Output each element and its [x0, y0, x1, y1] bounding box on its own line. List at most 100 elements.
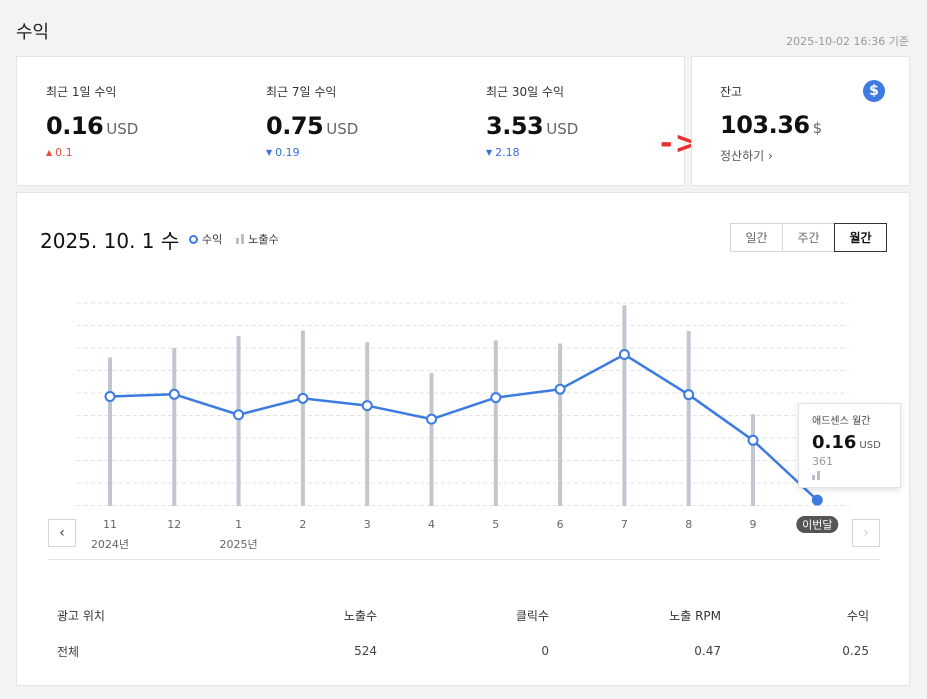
tab-daily[interactable]: 일간: [730, 223, 783, 252]
impression-bar: [686, 330, 691, 506]
ad-placement-table: 광고 위치 노출수 클릭수 노출 RPM 수익 전체 524 0 0.47 0.…: [57, 597, 869, 669]
impression-bar: [300, 330, 305, 506]
impression-bar: [108, 357, 112, 506]
settle-link[interactable]: 정산하기 ›: [720, 149, 773, 163]
dollar-icon: $: [863, 80, 885, 102]
chart-tooltip: 애드센스 월간 0.16 USD 361: [798, 403, 901, 488]
revenue-point: [554, 383, 566, 395]
x-tick-label: 11: [103, 518, 117, 531]
balance-label: 잔고: [720, 85, 743, 99]
table-row: 전체 524 0 0.47 0.25: [57, 633, 869, 669]
bar-chart-icon: [812, 471, 820, 480]
period-tabs: 일간 주간 월간: [730, 223, 887, 252]
impression-bar: [429, 372, 434, 506]
table-header-row: 광고 위치 노출수 클릭수 노출 RPM 수익: [57, 597, 869, 633]
revenue-chart: 11 2024년 12 1 2025년 2 3 4 5 6 7 8 9 이번달: [77, 302, 849, 551]
revenue-point: [683, 389, 695, 401]
down-triangle-icon: ▼: [486, 148, 493, 157]
revenue-point: [361, 400, 373, 412]
impression-bar: [172, 348, 177, 506]
stat-label: 최근 7일 수익: [266, 85, 337, 99]
stat-value: 3.53: [486, 112, 544, 140]
up-triangle-icon: ▲: [46, 148, 53, 157]
x-year-label: 2024년: [91, 538, 129, 551]
revenue-point-current: [811, 494, 823, 506]
line-marker-icon: [189, 234, 198, 244]
revenue-point: [426, 413, 437, 425]
chart-title: 2025. 10. 1 수: [40, 229, 180, 253]
stat-1day: 최근 1일 수익 0.16 USD ▲ 0.1: [46, 83, 138, 159]
table-cell: 전체: [57, 644, 80, 659]
revenue-chart-card: 2025. 10. 1 수 수익 노출수 일간 주간 월간 11 2024년 12 1…: [16, 192, 910, 686]
revenue-point: [104, 391, 116, 402]
divider: [48, 559, 880, 560]
x-tick-label: 7: [621, 518, 628, 531]
tab-weekly[interactable]: 주간: [782, 223, 835, 252]
table-cell: 0.47: [694, 644, 721, 658]
stat-label: 최근 1일 수익: [46, 85, 117, 99]
legend-impressions: 노출수: [236, 231, 279, 247]
table-cell: 0: [541, 644, 549, 658]
impression-bar: [622, 305, 627, 506]
stat-value: 0.16: [46, 112, 104, 140]
chevron-left-icon[interactable]: ‹: [48, 519, 76, 547]
tooltip-unit: USD: [859, 440, 881, 451]
revenue-point: [618, 349, 630, 361]
legend-revenue: 수익: [189, 231, 222, 247]
revenue-point: [490, 392, 502, 404]
table-cell: 0.25: [842, 644, 869, 658]
x-tick-label: 이번달: [802, 519, 832, 532]
stat-label: 최근 30일 수익: [486, 85, 565, 99]
x-tick-label: 9: [750, 518, 757, 531]
impression-bar: [493, 340, 498, 506]
table-header: 광고 위치: [57, 608, 105, 623]
revenue-point: [233, 409, 245, 421]
x-tick-label: 3: [364, 518, 371, 531]
x-tick-label: 1: [235, 518, 242, 531]
impression-bar: [751, 414, 755, 506]
bar-chart-icon: [236, 234, 245, 244]
x-tick-label: 8: [685, 518, 692, 531]
table-header: 노출 RPM: [669, 608, 721, 623]
legend-revenue-label: 수익: [202, 233, 223, 246]
x-tick-label: 4: [428, 518, 435, 531]
x-tick-label: 12: [167, 518, 181, 531]
table-header: 수익: [846, 608, 869, 623]
stat-7day: 최근 7일 수익 0.75 USD ▼ 0.19: [266, 83, 358, 159]
stat-unit: USD: [106, 120, 139, 138]
table-header: 노출수: [343, 608, 377, 623]
impression-bar: [365, 342, 370, 506]
stat-unit: USD: [326, 120, 359, 138]
stat-change-value: 2.18: [495, 146, 520, 159]
impression-bar: [236, 335, 241, 506]
tooltip-value: 0.16: [812, 432, 857, 453]
updated-timestamp: 2025-10-02 16:36 기준: [786, 35, 909, 48]
tab-monthly[interactable]: 월간: [834, 223, 887, 252]
stat-change-value: 0.19: [275, 146, 300, 159]
stat-value: 0.75: [266, 112, 324, 140]
chevron-right-icon[interactable]: ›: [852, 519, 880, 547]
chart-legend: 수익 노출수: [189, 231, 279, 247]
page-title: 수익: [16, 22, 50, 43]
x-tick-label: 2: [299, 518, 306, 531]
legend-impressions-label: 노출수: [248, 233, 279, 246]
stat-change: ▼ 2.18: [486, 146, 578, 159]
table-cell: 524: [354, 644, 377, 658]
revenue-point: [297, 392, 309, 404]
stat-change: ▼ 0.19: [266, 146, 358, 159]
stat-unit: USD: [546, 120, 579, 138]
stat-30day: 최근 30일 수익 3.53 USD ▼ 2.18: [486, 83, 578, 159]
revenue-point: [168, 388, 180, 400]
revenue-point: [747, 434, 759, 446]
impression-bar: [558, 343, 563, 506]
current-month-badge: [796, 516, 839, 533]
balance-value: 103.36: [720, 111, 810, 139]
x-tick-label: 6: [557, 518, 564, 531]
tooltip-label: 애드센스 월간: [812, 416, 871, 427]
x-year-label: 2025년: [220, 538, 258, 551]
tooltip-impressions: 361: [812, 455, 833, 468]
balance-card: 잔고 $ 103.36 $ 정산하기 ›: [691, 56, 910, 186]
revenue-line: [109, 353, 819, 502]
down-triangle-icon: ▼: [266, 148, 273, 157]
stat-change-value: 0.1: [55, 146, 73, 159]
